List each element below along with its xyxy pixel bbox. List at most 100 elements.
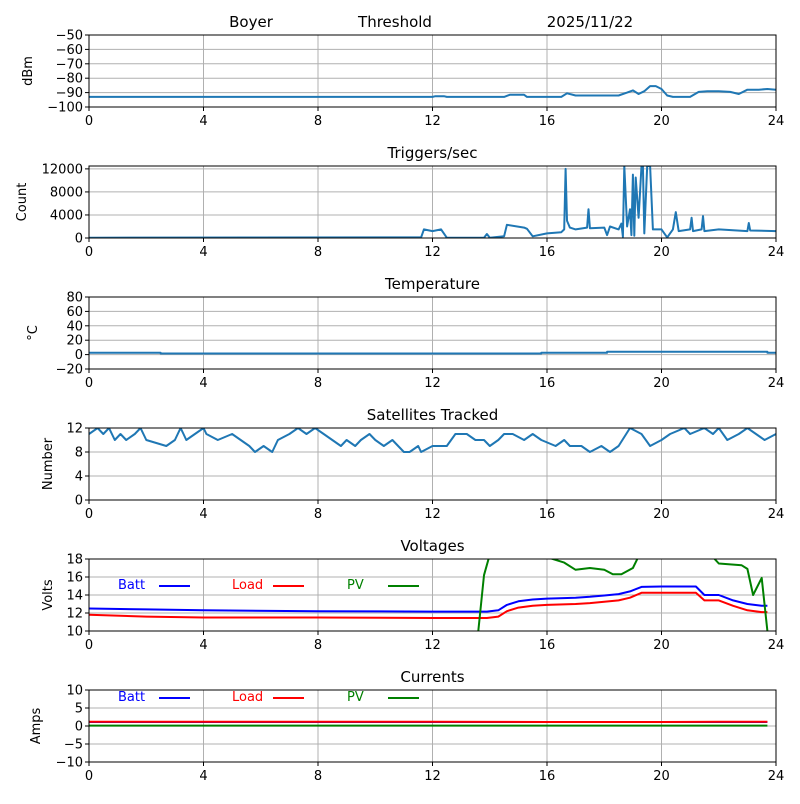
y-axis-label: Volts — [41, 579, 56, 611]
y-tick-label: 12000 — [42, 162, 83, 177]
x-tick-label: 20 — [653, 114, 670, 129]
y-tick-label: −60 — [56, 43, 83, 58]
header-mode: Threshold — [357, 13, 432, 31]
panel-voltages: 0 4 8 12 16 20 24 18 16 14 12 10 Batt Load PV Voltages V… — [41, 537, 784, 653]
y-tick-label: −70 — [56, 57, 83, 72]
panel-title: Temperature — [384, 275, 480, 293]
legend-label-pv: PV — [347, 690, 364, 705]
x-tick-label: 0 — [85, 769, 93, 784]
y-tick-label: 0 — [75, 720, 83, 735]
y-tick-label: 18 — [66, 553, 83, 568]
panel-title: Voltages — [400, 537, 464, 555]
x-tick-label: 12 — [424, 769, 441, 784]
x-tick-label: 24 — [768, 114, 785, 129]
legend-label-load: Load — [232, 578, 263, 593]
y-tick-label: 10 — [66, 625, 83, 640]
x-tick-label: 16 — [539, 769, 556, 784]
x-tick-label: 20 — [653, 769, 670, 784]
y-tick-label: −90 — [56, 86, 83, 101]
x-tick-label: 8 — [314, 245, 322, 260]
x-tick-label: 24 — [768, 376, 785, 391]
y-tick-label: 8000 — [50, 185, 83, 200]
y-axis-label: °C — [26, 325, 41, 341]
y-tick-label: −50 — [56, 29, 83, 44]
y-tick-label: 0 — [75, 494, 83, 509]
x-tick-label: 12 — [424, 114, 441, 129]
x-tick-label: 4 — [199, 114, 207, 129]
x-tick-label: 8 — [314, 638, 322, 653]
y-tick-label: −10 — [56, 756, 83, 771]
x-tick-label: 4 — [199, 245, 207, 260]
x-tick-label: 24 — [768, 507, 785, 522]
x-tick-label: 0 — [85, 638, 93, 653]
x-tick-label: 4 — [199, 638, 207, 653]
panel-triggers: 0 4 8 12 16 20 24 12000 8000 4000 0 Triggers/sec Cou… — [15, 144, 784, 260]
y-tick-label: 20 — [66, 334, 83, 349]
panel-title: Currents — [400, 668, 464, 686]
y-tick-label: −20 — [56, 363, 83, 378]
x-tick-label: 8 — [314, 769, 322, 784]
x-tick-label: 0 — [85, 245, 93, 260]
x-tick-label: 0 — [85, 376, 93, 391]
y-tick-label: 12 — [66, 422, 83, 437]
x-tick-label: 12 — [424, 245, 441, 260]
legend-label-load: Load — [232, 690, 263, 705]
y-tick-label: 5 — [75, 702, 83, 717]
x-tick-label: 16 — [539, 245, 556, 260]
x-tick-label: 20 — [653, 376, 670, 391]
header-date: 2025/11/22 — [547, 13, 633, 31]
x-tick-label: 12 — [424, 507, 441, 522]
y-tick-label: 12 — [66, 607, 83, 622]
x-tick-label: 8 — [314, 114, 322, 129]
header-station: Boyer — [229, 13, 274, 31]
legend-label-batt: Batt — [118, 578, 145, 593]
x-tick-label: 4 — [199, 769, 207, 784]
y-tick-label: 0 — [75, 348, 83, 363]
y-axis-label: Count — [15, 183, 30, 222]
series-line-batt — [89, 587, 767, 612]
panel-title: Triggers/sec — [387, 144, 478, 162]
x-tick-label: 12 — [424, 638, 441, 653]
x-tick-label: 24 — [768, 638, 785, 653]
legend-label-pv: PV — [347, 578, 364, 593]
x-tick-label: 0 — [85, 114, 93, 129]
x-tick-label: 0 — [85, 507, 93, 522]
y-tick-label: 8 — [75, 446, 83, 461]
x-tick-label: 16 — [539, 114, 556, 129]
x-tick-label: 20 — [653, 245, 670, 260]
x-tick-label: 16 — [539, 507, 556, 522]
x-tick-label: 12 — [424, 376, 441, 391]
panel-noise: 0 4 8 12 16 20 24 −50−60−70−80−90−100 dBm — [21, 29, 784, 130]
y-axis-label: Amps — [29, 707, 44, 744]
x-tick-label: 20 — [653, 638, 670, 653]
y-axis-label: dBm — [21, 56, 36, 86]
y-tick-label: −5 — [64, 738, 83, 753]
y-tick-label: 60 — [66, 305, 83, 320]
x-tick-label: 8 — [314, 507, 322, 522]
series-line-load — [89, 593, 767, 618]
y-tick-label: 16 — [66, 571, 83, 586]
panel-satellites: 0 4 8 12 16 20 24 12 8 4 0 Satellites Tracked Number — [41, 406, 784, 522]
y-tick-label: 40 — [66, 319, 83, 334]
legend-label-batt: Batt — [118, 690, 145, 705]
y-tick-label: 0 — [75, 232, 83, 247]
x-tick-label: 24 — [768, 245, 785, 260]
x-tick-label: 20 — [653, 507, 670, 522]
y-axis-label: Number — [41, 437, 56, 490]
x-tick-label: 24 — [768, 769, 785, 784]
y-tick-label: −100 — [47, 101, 83, 116]
x-tick-label: 4 — [199, 376, 207, 391]
y-tick-label: 10 — [66, 684, 83, 699]
y-tick-label: 80 — [66, 291, 83, 306]
x-tick-label: 16 — [539, 638, 556, 653]
y-tick-label: 4 — [75, 470, 83, 485]
x-tick-label: 4 — [199, 507, 207, 522]
y-tick-label: 4000 — [50, 208, 83, 223]
y-tick-label: 14 — [66, 589, 83, 604]
y-tick-label: −80 — [56, 72, 83, 87]
panel-currents: 0 4 8 12 16 20 24 10 5 0 −5 −10 Batt Load PV Currents Am… — [29, 668, 784, 784]
x-tick-label: 16 — [539, 376, 556, 391]
panel-title: Satellites Tracked — [367, 406, 498, 424]
